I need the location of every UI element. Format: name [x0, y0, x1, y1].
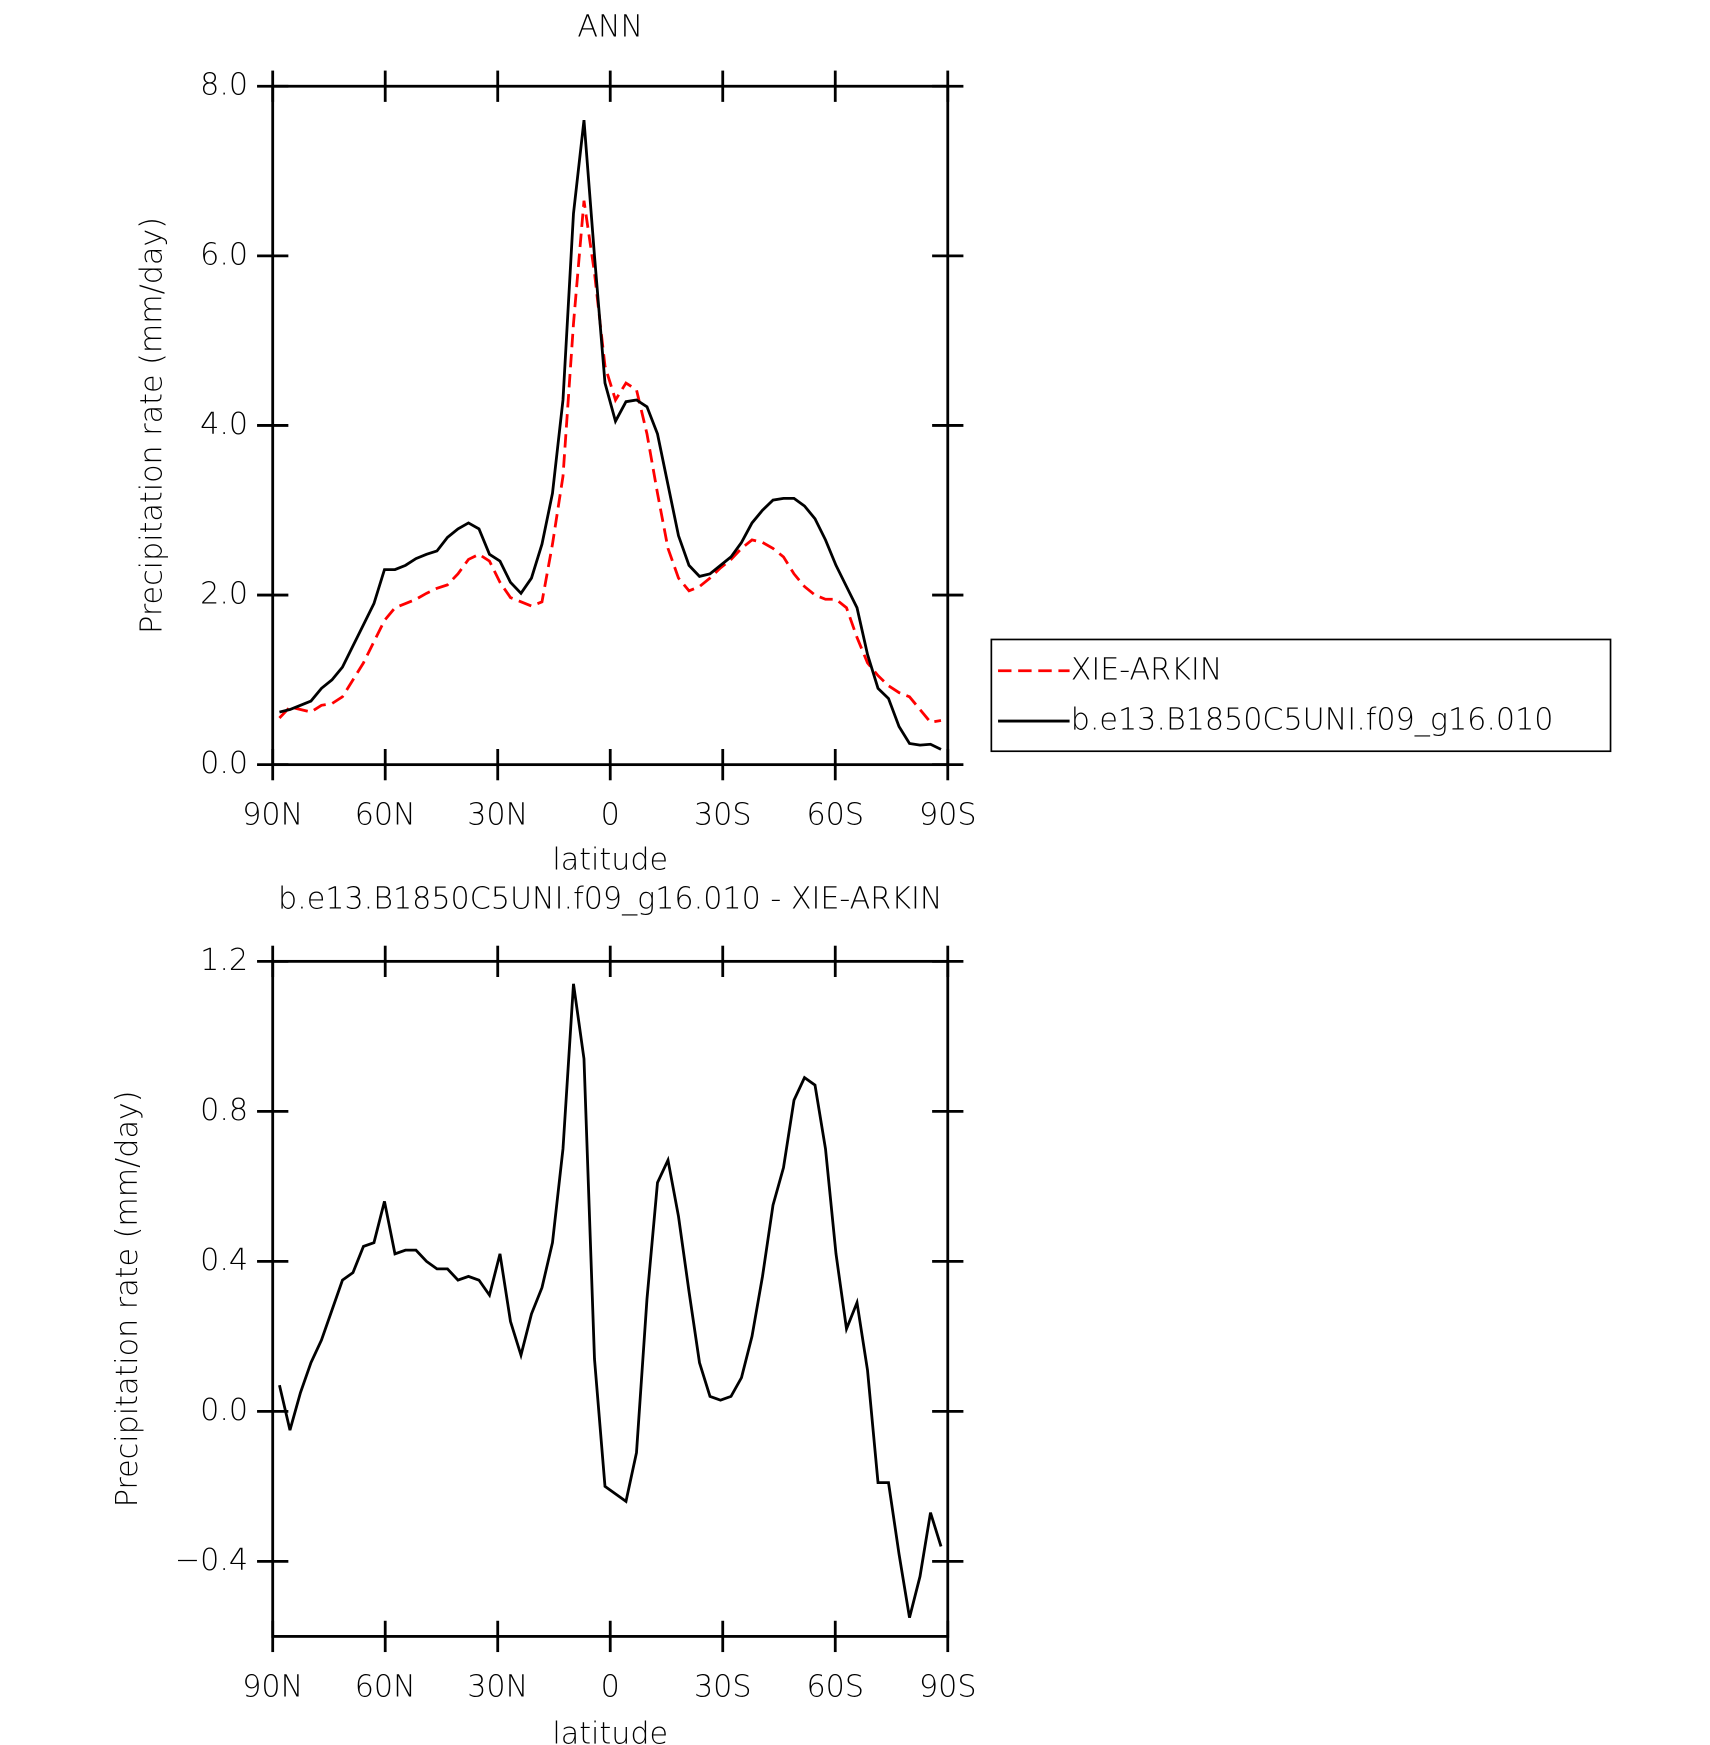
y-tick-label: 0.8 [200, 1093, 248, 1128]
x-tick-label: 30N [467, 798, 528, 833]
x-axis-label: latitude [552, 842, 668, 877]
y-tick-label: 6.0 [200, 237, 248, 272]
x-tick-label: 90N [242, 1669, 303, 1704]
x-tick-label: 90S [919, 798, 977, 833]
x-axis-label: latitude [552, 1716, 668, 1745]
data-line [278, 200, 942, 724]
legend-box [990, 638, 1612, 753]
y-tick-label: 4.0 [200, 407, 248, 442]
x-tick-label: 0 [601, 1669, 620, 1704]
x-tick-label: 90N [242, 798, 303, 833]
y-tick-label: 0.0 [200, 746, 248, 781]
y-tick-label: 0.0 [200, 1393, 248, 1428]
legend-label: b.e13.B1850C5UNI.f09_g16.010 [1071, 703, 1554, 738]
data-line [279, 119, 942, 751]
x-tick-label: 60S [806, 798, 864, 833]
chart-title: ANN [577, 10, 643, 45]
y-tick-label: −0.4 [175, 1543, 248, 1578]
legend-label: XIE-ARKIN [1071, 652, 1223, 687]
plot-frame [271, 959, 950, 1638]
x-tick-label: 60N [355, 798, 416, 833]
x-tick-label: 30S [694, 798, 752, 833]
y-axis-label: Precipitation rate (mm/day) [135, 217, 170, 634]
x-tick-label: 90S [919, 1669, 977, 1704]
x-tick-label: 30S [694, 1669, 752, 1704]
plot-frame [271, 84, 950, 767]
x-tick-label: 0 [601, 798, 620, 833]
y-tick-label: 2.0 [200, 577, 248, 612]
y-axis-label: Precipitation rate (mm/day) [110, 1090, 145, 1507]
x-tick-label: 30N [467, 1669, 528, 1704]
y-tick-label: 8.0 [200, 68, 248, 103]
y-tick-label: 1.2 [200, 943, 248, 978]
x-tick-label: 60S [806, 1669, 864, 1704]
y-tick-label: 0.4 [200, 1243, 248, 1278]
data-line [278, 983, 943, 1619]
chart-title: b.e13.B1850C5UNI.f09_g16.010 - XIE-ARKIN [278, 881, 942, 916]
x-tick-label: 60N [355, 1669, 416, 1704]
